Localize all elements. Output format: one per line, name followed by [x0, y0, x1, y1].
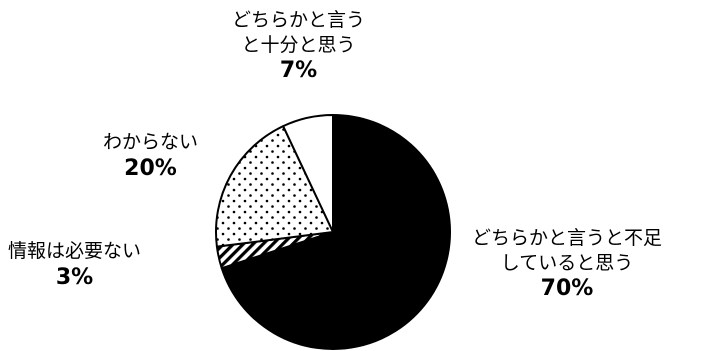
slice-label-insufficient: どちらかと言うと不足 していると思う 70% [472, 226, 662, 304]
slice-percent: 3% [55, 264, 94, 290]
slice-label-line: 情報は必要ない [8, 240, 142, 262]
slice-label-line: わからない [103, 131, 199, 153]
slice-percent: 7% [279, 58, 318, 84]
slice-label-not-needed: 情報は必要ない 3% [8, 239, 141, 292]
slice-label-line: どちらかと言う [232, 9, 366, 31]
slice-label-line: していると思う [500, 251, 634, 274]
slice-percent: 20% [124, 155, 177, 181]
slice-label-line: と十分と思う [241, 33, 356, 56]
slice-percent: 70% [540, 276, 594, 302]
slice-sufficient [282, 114, 334, 233]
slice-dont-know [215, 125, 334, 248]
slice-insufficient [220, 114, 451, 350]
slice-label-line: どちらかと言うと不足 [472, 227, 663, 249]
slice-label-sufficient: どちらかと言う と十分と思う 7% [232, 8, 365, 86]
slice-label-dont-know: わからない 20% [103, 130, 198, 183]
